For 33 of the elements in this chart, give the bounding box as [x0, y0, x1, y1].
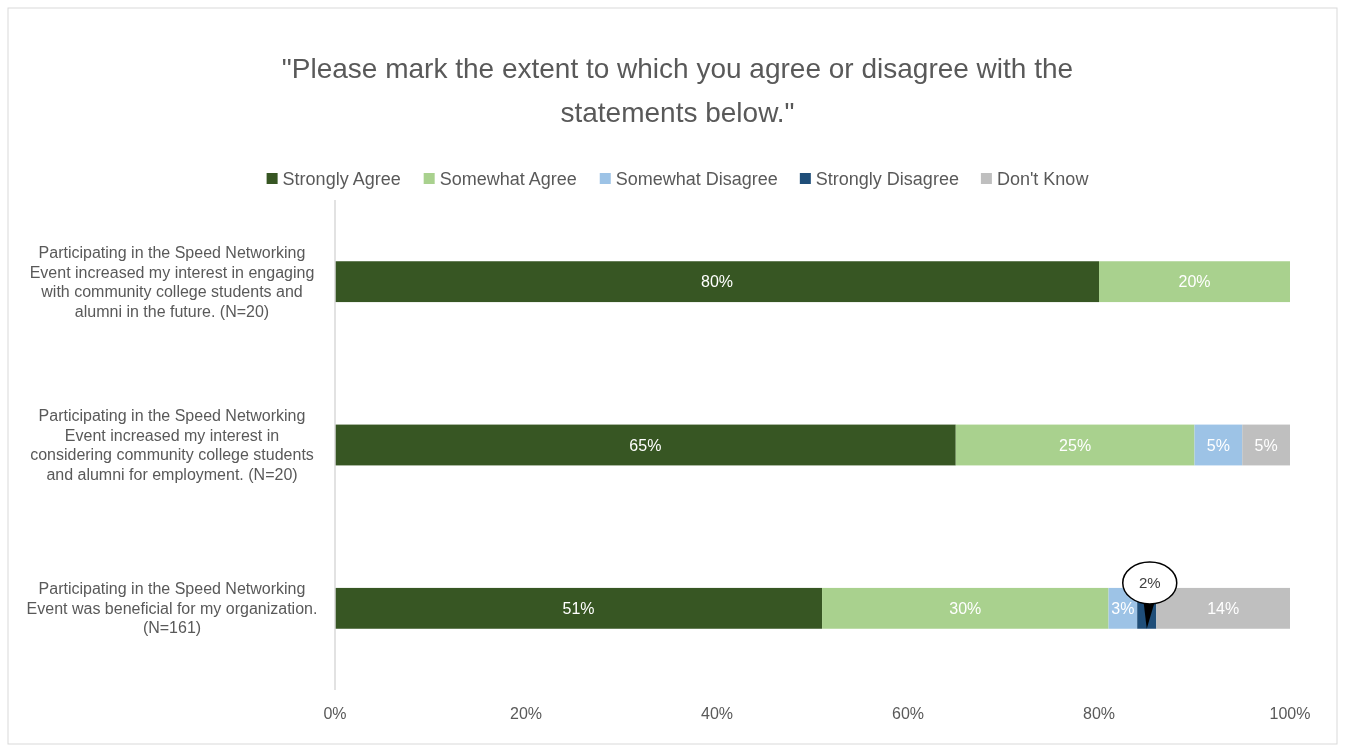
- data-label: 5%: [1254, 436, 1278, 454]
- legend-label: Somewhat Agree: [439, 169, 577, 190]
- x-tick-label: 20%: [509, 704, 543, 722]
- legend-label: Strongly Disagree: [815, 169, 959, 190]
- legend-label: Strongly Agree: [282, 169, 401, 190]
- chart-title: "Please mark the extent to which you agree or disagree with the statements below.": [281, 53, 1074, 128]
- bar: [1099, 261, 1290, 303]
- bar: [955, 424, 1195, 466]
- y-tick-label: Participating in the Speed Networking Event increased my interest in considering community college students and alumni for employment. (N=20): [30, 407, 314, 483]
- data-label: 25%: [1059, 436, 1092, 454]
- x-tick-label: 0%: [323, 704, 347, 722]
- bar: [335, 587, 823, 629]
- data-label: 65%: [629, 436, 662, 454]
- x-tick-label: 100%: [1269, 704, 1311, 722]
- bar: [822, 587, 1109, 629]
- legend-label: Somewhat Disagree: [615, 169, 778, 190]
- data-label: 80%: [700, 273, 734, 291]
- data-label: 5%: [1206, 436, 1230, 454]
- bar: [335, 261, 1099, 303]
- data-label: 51%: [562, 599, 595, 617]
- bar: [1242, 424, 1290, 466]
- data-label: 30%: [949, 599, 982, 617]
- x-tick-label: 40%: [700, 704, 734, 722]
- data-label: 14%: [1207, 599, 1240, 617]
- legend-label: Don't Know: [996, 169, 1090, 190]
- x-tick-label: 80%: [1082, 704, 1116, 722]
- data-label: 20%: [1178, 273, 1211, 291]
- data-label: 2%: [1138, 574, 1161, 592]
- x-tick-label: 60%: [891, 704, 925, 722]
- y-tick-label: Participating in the Speed Networking Event increased my interest in engaging with community college students and alumni in the future. (N=20): [29, 244, 315, 320]
- data-label: 3%: [1111, 599, 1135, 617]
- y-tick-label: Participating in the Speed Networking Event was beneficial for my organization. (N=161): [26, 580, 318, 637]
- bar: [335, 424, 956, 466]
